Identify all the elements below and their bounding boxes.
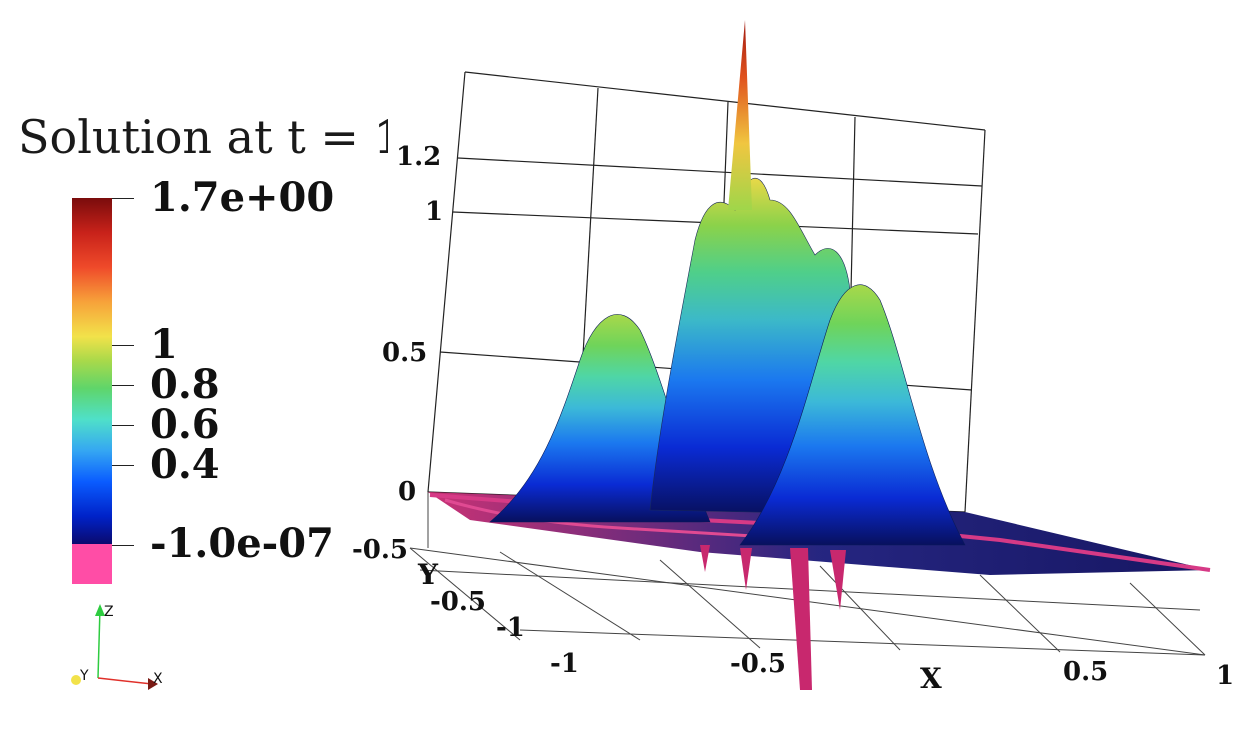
orientation-axes: Z Y X [71,604,163,690]
orientation-x-label: X [153,671,163,687]
orientation-y-label: Y [79,668,89,684]
title-value: 1 [374,110,389,164]
colorbar-tick-label-4: 0.4 [150,441,220,488]
y-tick-label-2: -1 [496,613,525,643]
surface-spike [728,20,752,210]
colorbar-tick-4 [112,465,134,466]
x-tick-label-2: 0.5 [1063,657,1108,687]
colorbar [72,198,112,544]
orientation-z-label: Z [104,604,114,620]
y-tick-label-1: -0.5 [430,587,486,617]
colorbar-max-label: 1.7e+00 [150,174,335,221]
z-tick-label-1: 0.5 [382,338,427,368]
colorbar-tick-label-1: 1 [150,321,178,368]
plot-title: Solution at t = 1 [18,110,388,164]
surface-right-peak [739,284,966,546]
title-prefix: Solution at t = [18,110,374,164]
y-axis-label: Y [417,558,439,591]
colorbar-tick-label-3: 0.6 [150,401,220,448]
x-axis-label: X [920,662,942,695]
z-tick-label-0: 0 [398,477,416,507]
y-tick-label-0: -0.5 [352,535,408,565]
colorbar-tick-min [112,545,134,546]
x-tick-label-1: -0.5 [730,649,786,679]
colorbar-min-label: -1.0e-07 [150,520,334,567]
x-tick-label-3: 1 [1216,661,1234,691]
x-tick-label-0: -1 [550,649,579,679]
nan-color-swatch [72,544,112,584]
colorbar-tick-2 [112,385,134,386]
colorbar-tick-label-2: 0.8 [150,361,220,408]
colorbar-tick-max [112,198,134,199]
z-tick-label-2: 1 [425,197,443,227]
surface-dips [700,545,846,690]
z-tick-label-3: 1.2 [396,142,441,172]
colorbar-tick-1 [112,345,134,346]
colorbar-tick-3 [112,425,134,426]
